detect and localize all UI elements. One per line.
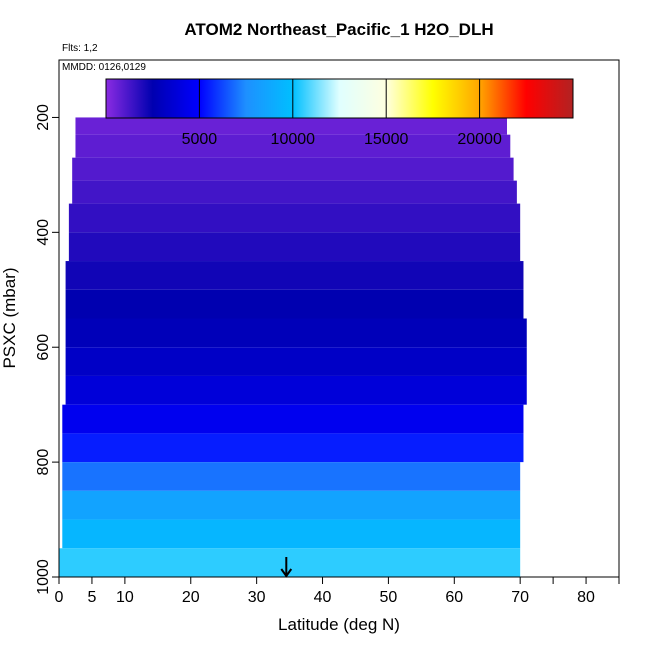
- x-tick-label: 30: [248, 589, 266, 606]
- x-tick-label: 5: [87, 589, 96, 606]
- y-tick-label: 400: [35, 219, 52, 246]
- heatmap-band: [62, 433, 524, 463]
- arrow-marker: [280, 557, 293, 578]
- x-tick-label: 80: [577, 589, 595, 606]
- y-tick-label: 600: [35, 334, 52, 361]
- x-axis: 0 5 10 20 30 40 50 60 70 80: [55, 577, 620, 606]
- heatmap-band: [75, 134, 511, 158]
- x-tick-label: 10: [116, 589, 134, 606]
- heatmap-band: [62, 404, 524, 434]
- heatmap-band: [65, 318, 527, 348]
- colorbar: 5000 10000 15000 20000: [105, 78, 574, 148]
- heatmap-band: [72, 157, 514, 181]
- y-axis-label: PSXC (mbar): [0, 267, 19, 368]
- x-tick-label: 60: [445, 589, 463, 606]
- heatmap-band: [65, 375, 527, 405]
- colorbar-tick-label: 20000: [457, 131, 502, 148]
- heatmap-band: [72, 180, 517, 204]
- heatmap-band: [65, 289, 524, 319]
- x-axis-label: Latitude (deg N): [278, 615, 400, 634]
- x-tick-label: 0: [55, 589, 64, 606]
- y-axis: 200 400 600 800 1000: [35, 104, 59, 595]
- x-tick-label: 50: [380, 589, 398, 606]
- heatmap-band: [68, 232, 521, 262]
- plot-area: [59, 105, 527, 577]
- heatmap-band: [65, 261, 524, 290]
- colorbar-tick-label: 5000: [182, 131, 218, 148]
- heatmap-band: [62, 519, 521, 549]
- x-tick-label: 70: [511, 589, 529, 606]
- colorbar-tick-label: 10000: [271, 131, 316, 148]
- y-tick-label: 200: [35, 104, 52, 131]
- heatmap-band: [62, 462, 521, 491]
- y-tick-label: 800: [35, 449, 52, 476]
- colorbar-tick-label: 15000: [364, 131, 409, 148]
- heatmap-band: [65, 347, 527, 376]
- arrow-head: [280, 568, 293, 578]
- x-tick-label: 40: [314, 589, 332, 606]
- y-tick-label: 1000: [35, 559, 52, 595]
- heatmap-band: [68, 203, 521, 233]
- chart-title: ATOM2 Northeast_Pacific_1 H2O_DLH: [184, 20, 493, 39]
- heatmap-band: [75, 117, 508, 135]
- dates-label: MMDD: 0126,0129: [62, 62, 146, 73]
- heatmap-band: [62, 490, 521, 520]
- plot-frame: [58, 59, 620, 578]
- flights-label: Flts: 1,2: [62, 43, 98, 54]
- colorbar-gradient: [105, 78, 574, 119]
- x-tick-label: 20: [182, 589, 200, 606]
